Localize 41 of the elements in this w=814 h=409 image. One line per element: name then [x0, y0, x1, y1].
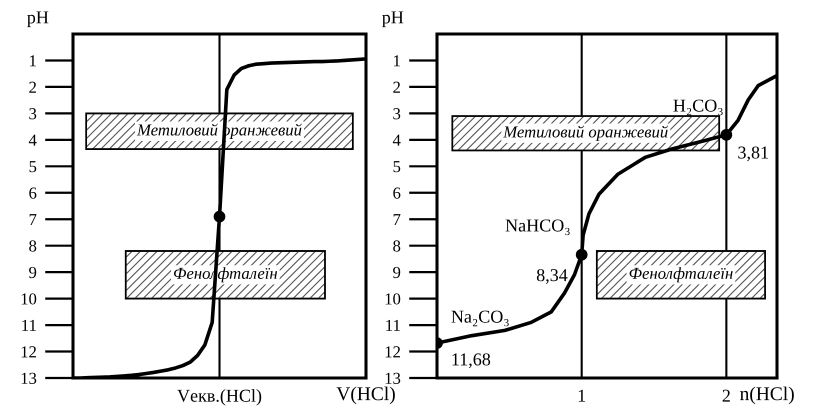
y-axis-title: pH [27, 11, 48, 28]
annotation: 11,68 [452, 353, 490, 368]
annotation: Na₂CO₃ [451, 310, 509, 326]
y-tick-label: 13 [386, 372, 400, 384]
y-tick-label: 1 [30, 55, 36, 66]
y-tick-label: 3 [29, 108, 36, 120]
x-tick-label: Vекв.(HCl) [177, 389, 262, 406]
y-tick-label: 13 [22, 372, 36, 384]
band-label: Метиловий оранжевий [503, 126, 668, 141]
y-tick-label: 3 [393, 108, 400, 120]
y-tick-label: 2 [29, 82, 36, 93]
y-tick-label: 8 [393, 240, 400, 252]
annotation: H₂CO₃ [673, 100, 723, 116]
y-tick-label: 5 [394, 161, 400, 172]
y-tick-label: 9 [393, 266, 400, 278]
y-tick-label: 7 [30, 214, 36, 226]
annotation: 3,81 [738, 146, 768, 162]
x-axis-title: V(HCl) [336, 386, 395, 404]
x-tick-label: 1 [578, 390, 586, 402]
annotation: NaHCO₃ [506, 219, 570, 236]
x-tick-label: 2 [722, 390, 730, 402]
y-tick-label: 1 [394, 55, 400, 66]
y-tick-label: 6 [393, 188, 400, 199]
y-tick-label: 2 [393, 82, 400, 93]
y-tick-label: 4 [28, 134, 37, 146]
y-tick-label: 8 [29, 240, 36, 252]
y-tick-label: 9 [29, 266, 36, 278]
y-tick-label: 4 [392, 134, 401, 146]
y-tick-label: 12 [386, 346, 400, 358]
y-tick-label: 7 [394, 214, 400, 226]
y-axis-title: pH [382, 11, 404, 28]
y-tick-label: 12 [22, 346, 36, 358]
y-tick-label: 10 [22, 293, 36, 305]
annotation: 8,34 [536, 269, 568, 284]
y-tick-label: 6 [29, 188, 36, 199]
y-tick-label: 11 [386, 320, 400, 331]
y-tick-label: 11 [22, 320, 36, 331]
y-tick-label: 10 [386, 293, 400, 305]
band-label: Фенолфталеїн [630, 267, 733, 282]
y-tick-label: 5 [30, 161, 36, 172]
x-axis-title: n(HCl) [740, 386, 794, 404]
